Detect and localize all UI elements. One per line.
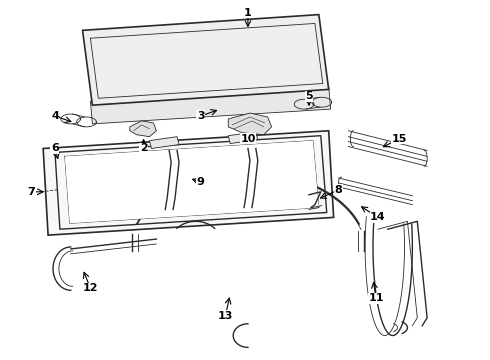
- Polygon shape: [91, 86, 331, 124]
- Text: 12: 12: [83, 283, 98, 293]
- Text: 4: 4: [51, 111, 59, 121]
- Text: 15: 15: [392, 134, 407, 144]
- Polygon shape: [228, 113, 271, 135]
- Text: 3: 3: [197, 111, 204, 121]
- Text: 10: 10: [240, 134, 256, 144]
- Polygon shape: [149, 137, 179, 148]
- Polygon shape: [82, 15, 329, 105]
- Text: 6: 6: [51, 144, 59, 153]
- Polygon shape: [43, 131, 334, 235]
- Text: 13: 13: [218, 311, 233, 321]
- Text: 8: 8: [335, 185, 343, 195]
- Text: 2: 2: [140, 144, 147, 153]
- Polygon shape: [228, 132, 258, 144]
- Text: 7: 7: [27, 187, 35, 197]
- Polygon shape: [130, 121, 156, 137]
- Text: 9: 9: [197, 177, 205, 187]
- Text: 11: 11: [368, 293, 384, 303]
- Text: 14: 14: [370, 212, 386, 222]
- Polygon shape: [65, 141, 319, 223]
- Text: 5: 5: [305, 91, 313, 101]
- Text: 1: 1: [244, 8, 252, 18]
